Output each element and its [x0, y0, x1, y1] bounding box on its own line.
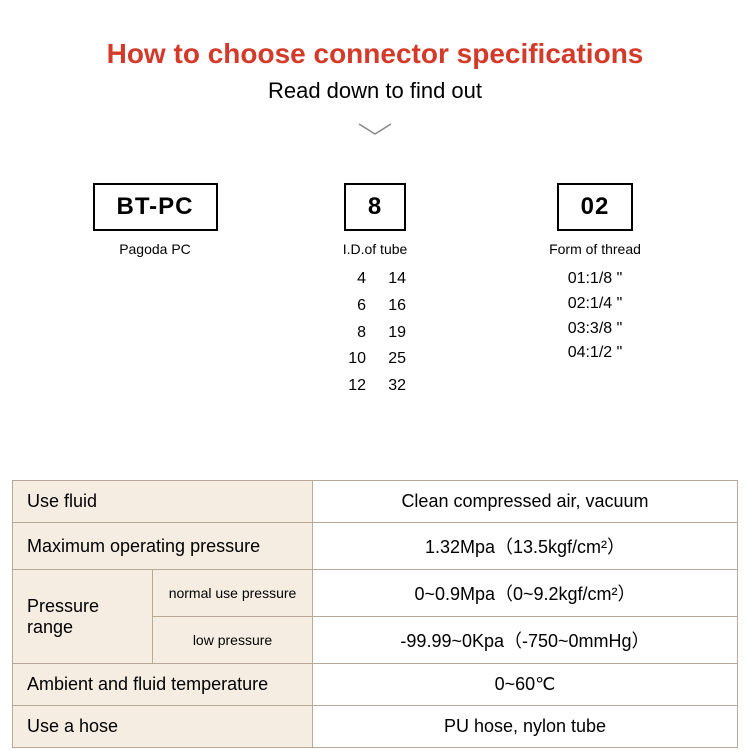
chevron-down-icon	[0, 122, 750, 143]
spec-value-normal-pressure: 0~0.9Mpa（0~9.2kgf/cm²）	[313, 570, 738, 617]
thread-form-value: 02:1/4 "	[568, 292, 623, 317]
tube-size-value: 10	[344, 347, 366, 372]
spec-label-max-pressure: Maximum operating pressure	[13, 523, 313, 570]
code-col-model: BT-PC Pagoda PC	[80, 183, 230, 399]
thread-form-value: 03:3/8 "	[568, 317, 623, 342]
thread-form-value: 04:1/2 "	[568, 341, 623, 366]
code-label-model: Pagoda PC	[119, 241, 191, 257]
spec-value-max-pressure: 1.32Mpa（13.5kgf/cm²）	[313, 523, 738, 570]
spec-value-use-fluid: Clean compressed air, vacuum	[313, 481, 738, 523]
spec-value-hose: PU hose, nylon tube	[313, 706, 738, 748]
spec-label-hose: Use a hose	[13, 706, 313, 748]
tube-size-value: 6	[344, 294, 366, 319]
spec-label-use-fluid: Use fluid	[13, 481, 313, 523]
tube-size-value: 16	[384, 294, 406, 319]
table-row: Use a hose PU hose, nylon tube	[13, 706, 738, 748]
spec-table: Use fluid Clean compressed air, vacuum M…	[12, 480, 738, 748]
tube-size-value: 12	[344, 374, 366, 399]
thread-form-list: 01:1/8 "02:1/4 "03:3/8 "04:1/2 "	[568, 267, 623, 366]
spec-value-low-pressure: -99.99~0Kpa（-750~0mmHg）	[313, 617, 738, 664]
spec-sublabel-normal-pressure: normal use pressure	[153, 570, 313, 617]
spec-label-pressure-range: Pressure range	[13, 570, 153, 664]
table-row: Ambient and fluid temperature 0~60℃	[13, 664, 738, 706]
thread-form-value: 01:1/8 "	[568, 267, 623, 292]
code-label-tube: I.D.of tube	[343, 241, 408, 257]
code-col-thread: 02 Form of thread 01:1/8 "02:1/4 "03:3/8…	[520, 183, 670, 399]
spec-label-temperature: Ambient and fluid temperature	[13, 664, 313, 706]
spec-sublabel-low-pressure: low pressure	[153, 617, 313, 664]
page-subtitle: Read down to find out	[0, 78, 750, 104]
page-title: How to choose connector specifications	[0, 0, 750, 70]
table-row: Pressure range normal use pressure 0~0.9…	[13, 570, 738, 617]
code-col-tube: 8 I.D.of tube 4 14 6 16 8 19 10 25 12 32	[300, 183, 450, 399]
spec-value-temperature: 0~60℃	[313, 664, 738, 706]
code-label-thread: Form of thread	[549, 241, 641, 257]
code-box-model: BT-PC	[93, 183, 218, 231]
table-row: Maximum operating pressure 1.32Mpa（13.5k…	[13, 523, 738, 570]
tube-size-value: 32	[384, 374, 406, 399]
tube-size-value: 4	[344, 267, 366, 292]
tube-size-value: 25	[384, 347, 406, 372]
code-breakdown: BT-PC Pagoda PC 8 I.D.of tube 4 14 6 16 8 19 1…	[0, 183, 750, 399]
code-box-thread: 02	[557, 183, 634, 231]
tube-size-value: 8	[344, 321, 366, 346]
table-row: Use fluid Clean compressed air, vacuum	[13, 481, 738, 523]
tube-size-list: 4 14 6 16 8 19 10 25 12 32	[344, 267, 406, 399]
code-box-tube: 8	[344, 183, 406, 231]
tube-size-value: 14	[384, 267, 406, 292]
tube-size-value: 19	[384, 321, 406, 346]
